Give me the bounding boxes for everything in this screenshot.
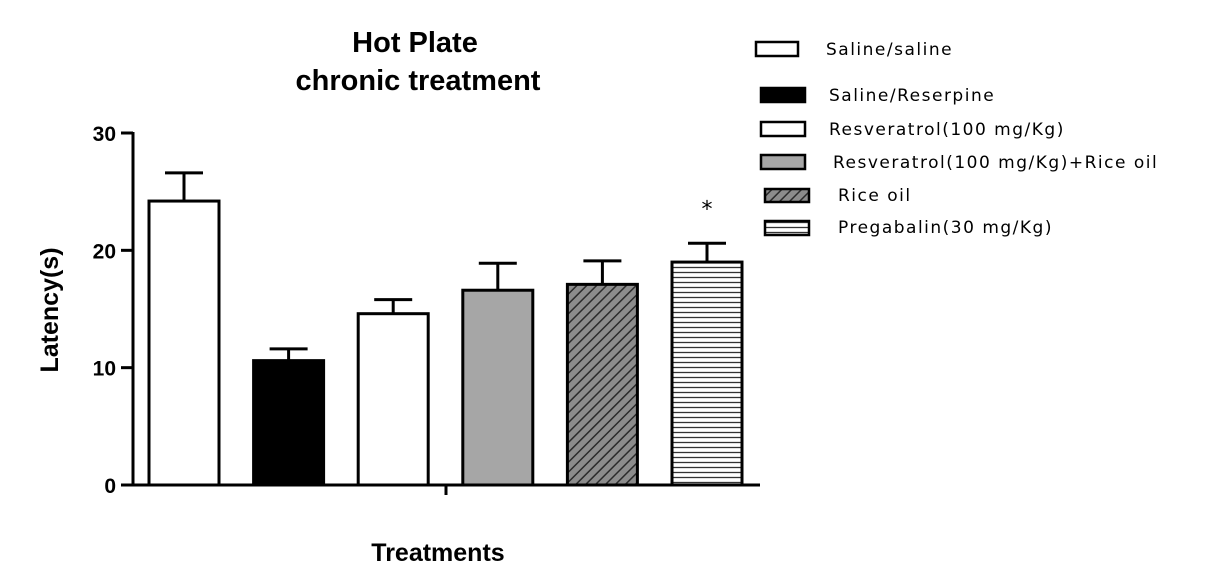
bar — [147, 199, 221, 487]
legend-swatch — [759, 120, 807, 138]
y-tick-label: 0 — [104, 475, 116, 498]
legend-swatch — [759, 86, 807, 104]
bar — [670, 260, 744, 487]
legend-label: Rice oil — [838, 186, 912, 206]
legend-label: Pregabalin(30 mg/Kg) — [838, 218, 1053, 238]
legend-label: Saline/Reserpine — [829, 86, 995, 106]
bar — [461, 288, 535, 487]
bar — [356, 312, 430, 487]
chart-subtitle: chronic treatment — [296, 65, 541, 97]
significance-marker: * — [702, 197, 713, 222]
axes: 0 10 20 30 — [93, 123, 760, 498]
legend-swatch — [763, 219, 811, 237]
y-tick-label: 10 — [93, 358, 116, 381]
legend-label: Resveratrol(100 mg/Kg)+Rice oil — [833, 153, 1158, 173]
legend-swatch — [759, 153, 807, 171]
bars: * — [147, 171, 744, 487]
legend: Saline/saline Saline/Reserpine Resveratrol… — [754, 40, 1158, 238]
bar — [565, 282, 639, 487]
y-tick-label: 30 — [93, 123, 116, 146]
y-axis-label: Latency(s) — [36, 247, 64, 372]
bar — [252, 359, 326, 487]
legend-swatch — [763, 187, 811, 204]
legend-swatch — [754, 40, 800, 58]
chart-title: Hot Plate — [352, 27, 478, 59]
legend-label: Resveratrol(100 mg/Kg) — [829, 120, 1065, 140]
x-axis-label: Treatments — [371, 539, 504, 565]
legend-label: Saline/saline — [826, 40, 953, 60]
y-tick-label: 20 — [93, 240, 116, 263]
